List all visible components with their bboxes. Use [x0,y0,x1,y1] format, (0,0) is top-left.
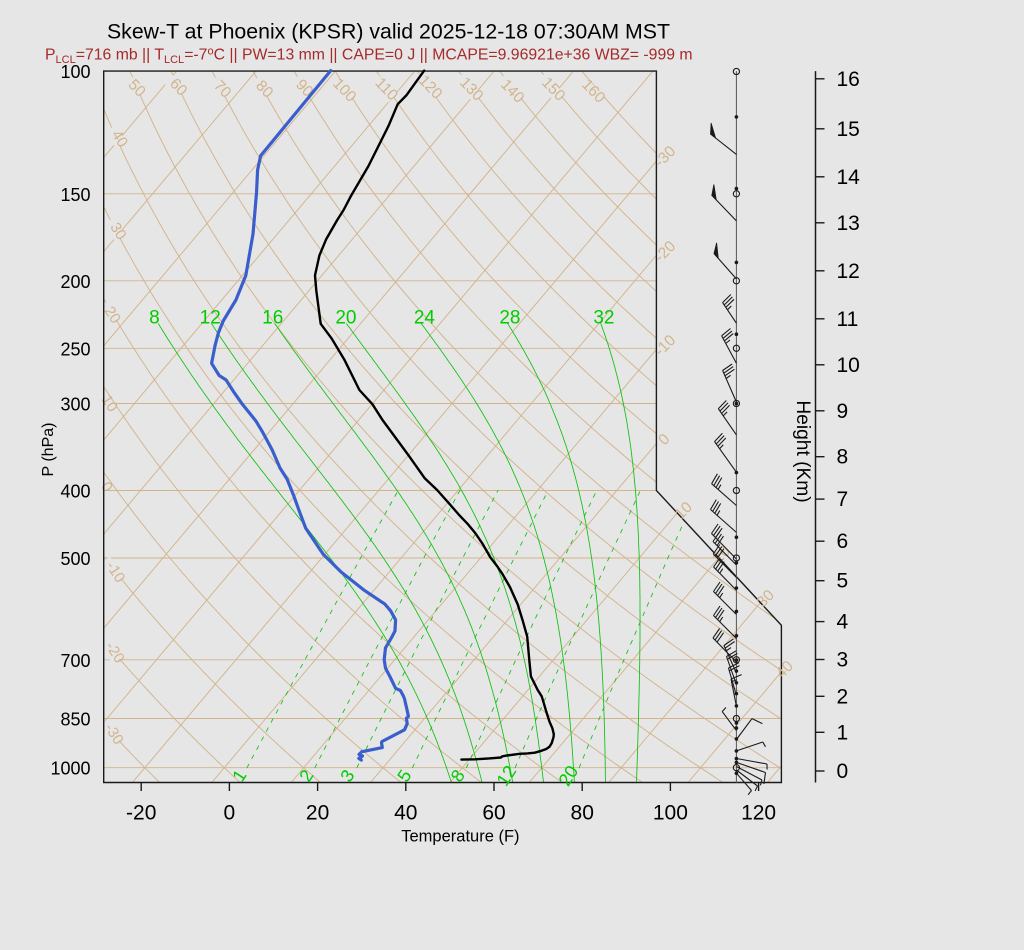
svg-text:4: 4 [837,611,849,634]
svg-text:32: 32 [593,308,614,329]
svg-text:250: 250 [60,339,90,359]
svg-text:14: 14 [837,166,861,189]
svg-text:8: 8 [837,446,849,469]
svg-text:PLCL=716 mb || TLCL=-7oC || PW: PLCL=716 mb || TLCL=-7oC || PW=13 mm || … [45,46,693,67]
svg-text:8: 8 [149,308,160,329]
svg-text:300: 300 [60,395,90,415]
svg-text:30: 30 [106,220,129,243]
svg-text:40: 40 [394,802,417,825]
svg-text:28: 28 [499,308,520,329]
svg-text:0: 0 [837,760,849,783]
svg-text:9: 9 [837,400,849,423]
svg-text:12: 12 [200,308,221,329]
svg-text:24: 24 [414,308,436,329]
svg-text:10: 10 [837,354,860,377]
svg-text:2: 2 [837,685,849,708]
svg-text:150: 150 [60,185,90,205]
svg-text:200: 200 [60,272,90,292]
svg-text:850: 850 [60,710,90,730]
svg-text:13: 13 [837,212,860,235]
svg-text:-20: -20 [126,802,156,825]
svg-text:Height (Km): Height (Km) [792,400,813,502]
svg-text:1000: 1000 [50,759,90,779]
svg-text:Temperature (F): Temperature (F) [401,828,519,846]
svg-text:400: 400 [60,482,90,502]
svg-text:40: 40 [108,127,131,150]
svg-text:11: 11 [837,308,859,331]
svg-text:100: 100 [60,62,90,82]
svg-text:20: 20 [306,802,329,825]
svg-text:80: 80 [571,802,594,825]
svg-text:20: 20 [101,303,124,326]
svg-text:6: 6 [837,530,849,553]
svg-text:16: 16 [837,68,860,91]
svg-text:500: 500 [60,549,90,569]
svg-text:5: 5 [837,570,849,593]
svg-text:700: 700 [60,651,90,671]
svg-text:7: 7 [837,488,849,511]
svg-text:120: 120 [741,802,776,825]
svg-text:0: 0 [224,802,236,825]
svg-text:60: 60 [482,802,505,825]
svg-text:100: 100 [653,802,688,825]
svg-text:P (hPa): P (hPa) [40,423,57,477]
svg-text:15: 15 [837,118,860,141]
svg-text:12: 12 [837,260,860,283]
svg-text:20: 20 [335,308,356,329]
svg-text:1: 1 [837,721,849,744]
svg-text:16: 16 [262,308,283,329]
svg-text:Skew-T at Phoenix (KPSR) valid: Skew-T at Phoenix (KPSR) valid 2025-12-1… [107,20,670,44]
svg-text:3: 3 [837,649,849,672]
